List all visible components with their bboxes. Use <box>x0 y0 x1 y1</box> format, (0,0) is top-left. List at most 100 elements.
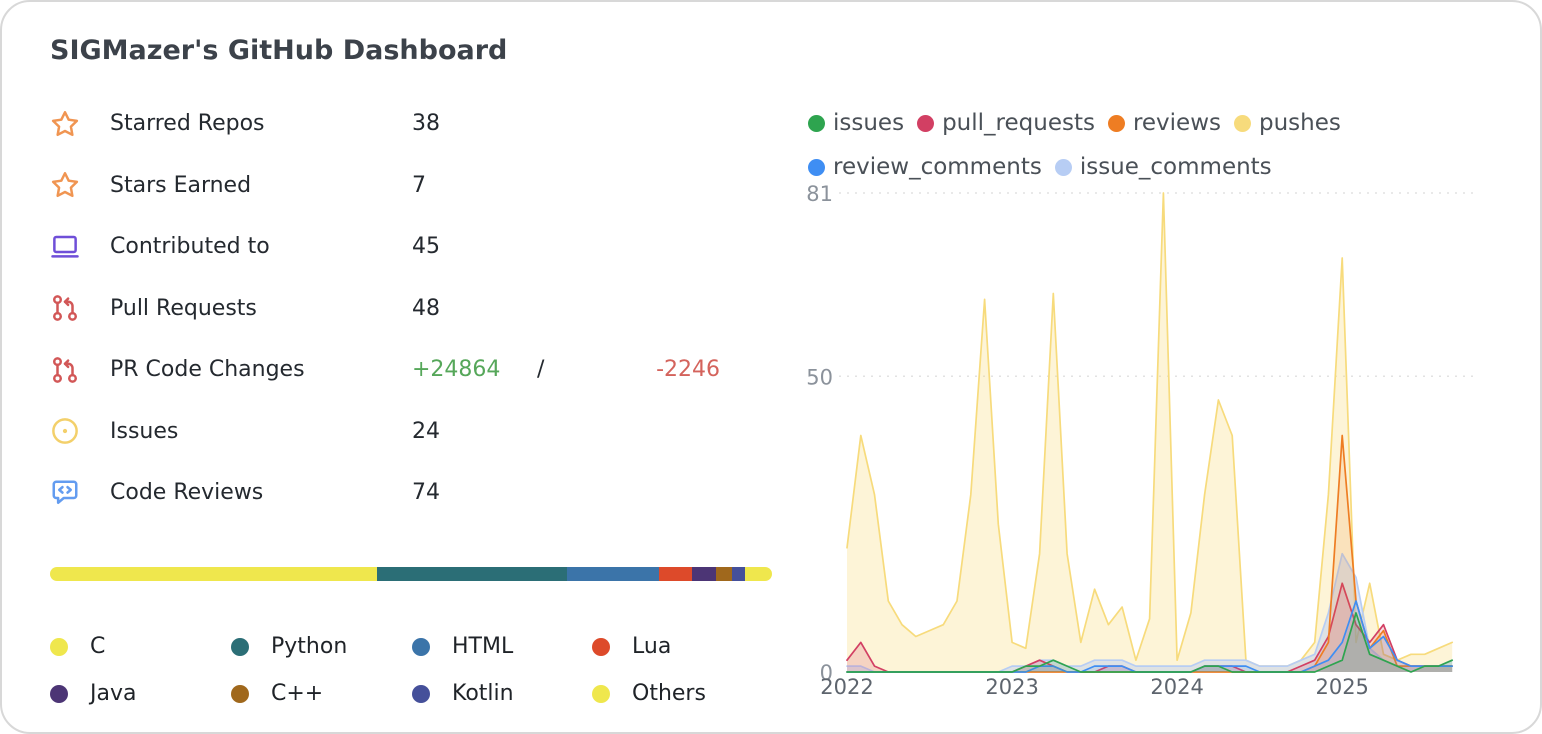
language-name: HTML <box>452 634 514 659</box>
language-legend-item-python: Python <box>231 634 412 659</box>
language-name: C <box>90 634 106 659</box>
star-icon <box>50 170 80 200</box>
stat-row: Contributed to 45 <box>50 216 772 278</box>
language-color-dot <box>231 684 249 703</box>
stat-label: Contributed to <box>110 234 270 260</box>
language-segment-lua <box>658 567 692 581</box>
series-color-dot <box>808 158 825 176</box>
stat-label: Issues <box>110 418 179 444</box>
series-label: pull_requests <box>942 110 1095 136</box>
language-legend: C Python HTML Lua Java C++ Kotlin Others <box>50 623 790 717</box>
chart-legend-row: review_comments issue_comments <box>808 145 1488 189</box>
stat-label: Pull Requests <box>110 295 257 321</box>
series-label: pushes <box>1259 110 1341 136</box>
series-color-dot <box>1234 114 1251 132</box>
stat-label: Starred Repos <box>110 111 265 137</box>
stat-label: PR Code Changes <box>110 357 305 383</box>
language-color-dot <box>231 637 249 656</box>
language-segment-java <box>691 567 716 581</box>
pull-request-icon <box>50 355 80 385</box>
series-color-dot <box>1107 114 1125 132</box>
series-color-dot <box>917 114 935 132</box>
language-legend-item-others: Others <box>592 681 790 706</box>
stat-label: Stars Earned <box>110 172 252 198</box>
deletions-value: -2246 <box>656 357 720 383</box>
issue-icon <box>50 416 80 446</box>
language-segment-kotlin <box>731 567 746 581</box>
language-segment-html <box>566 567 659 581</box>
chart-legend-item-reviews: reviews <box>1107 110 1221 136</box>
x-tick-label: 2025 <box>1315 675 1368 699</box>
language-color-dot <box>50 684 68 703</box>
stat-value: 74 <box>412 480 440 506</box>
series-label: review_comments <box>833 154 1042 180</box>
y-tick-label: 0 <box>820 661 833 685</box>
language-color-dot <box>592 637 610 656</box>
series-label: issues <box>833 110 905 136</box>
chart-legend-item-issues: issues <box>808 110 904 136</box>
chart-legend-item-pushes: pushes <box>1234 110 1341 136</box>
stat-row: Stars Earned 7 <box>50 155 772 217</box>
language-legend-item-kotlin: Kotlin <box>412 681 592 706</box>
contributed-icon <box>50 232 80 262</box>
y-tick-label: 50 <box>806 365 833 389</box>
language-name: Python <box>271 634 348 659</box>
activity-chart: 0 50 81 2022 2023 2024 2025 <box>806 182 1473 699</box>
series-line-pushes <box>846 192 1454 667</box>
stat-value: 24 <box>412 418 440 444</box>
language-name: Lua <box>632 634 672 659</box>
chart-legend-item-issue-comments: issue_comments <box>1054 154 1272 180</box>
language-name: Java <box>90 681 137 706</box>
stat-row: PR Code Changes +24864 / -2246 <box>50 339 772 401</box>
stat-value: 7 <box>412 172 426 198</box>
pull-request-icon <box>50 293 80 323</box>
additions-value: +24864 <box>412 357 501 383</box>
page-title: SIGMazer's GitHub Dashboard <box>50 35 508 66</box>
language-segment-cpp <box>715 567 732 581</box>
stat-row: Code Reviews 74 <box>50 462 772 524</box>
language-legend-item-lua: Lua <box>592 634 790 659</box>
series-area-pushes <box>847 193 1453 672</box>
chart-legend-item-pull-requests: pull_requests <box>917 110 1095 136</box>
language-color-dot <box>412 637 430 656</box>
y-tick-label: 81 <box>806 182 833 206</box>
language-color-dot <box>412 684 430 703</box>
language-name: Kotlin <box>452 681 514 706</box>
stat-row: Starred Repos 38 <box>50 93 772 155</box>
series-area-review_comments <box>847 601 1453 672</box>
language-bar <box>50 567 772 581</box>
x-tick-label: 2024 <box>1150 675 1203 699</box>
series-label: reviews <box>1132 110 1221 136</box>
x-tick-label: 2023 <box>985 675 1038 699</box>
series-area-issues <box>847 612 1453 672</box>
stat-value: 45 <box>412 234 440 260</box>
stat-row: Issues 24 <box>50 401 772 463</box>
language-name: Others <box>632 681 706 706</box>
stat-value: 48 <box>412 295 440 321</box>
language-name: C++ <box>271 681 324 706</box>
language-segment-python <box>377 567 567 581</box>
stat-value: 38 <box>412 111 440 137</box>
language-legend-item-java: Java <box>50 681 231 706</box>
slash-separator: / <box>537 357 545 383</box>
series-line-issues <box>846 612 1454 673</box>
stats-panel: Starred Repos 38 Stars Earned 7 Contributed … <box>50 93 772 524</box>
language-segment-others <box>745 567 772 581</box>
chart-legend-item-review-comments: review_comments <box>808 154 1042 180</box>
series-label: issue_comments <box>1079 154 1272 180</box>
language-color-dot <box>50 637 68 656</box>
language-color-dot <box>592 684 610 703</box>
star-icon <box>50 109 80 139</box>
language-legend-item-html: HTML <box>412 634 592 659</box>
code-review-icon <box>50 478 80 508</box>
series-color-dot <box>808 114 825 132</box>
language-segment-c <box>50 567 378 581</box>
stat-label: Code Reviews <box>110 480 264 506</box>
series-color-dot <box>1054 158 1072 176</box>
stat-row: Pull Requests 48 <box>50 278 772 340</box>
chart-legend-row: issues pull_requests reviews pushes <box>808 101 1488 145</box>
language-legend-item-cpp: C++ <box>231 681 412 706</box>
pr-code-changes-value: +24864 / -2246 <box>412 357 772 382</box>
x-tick-label: 2022 <box>820 675 873 699</box>
